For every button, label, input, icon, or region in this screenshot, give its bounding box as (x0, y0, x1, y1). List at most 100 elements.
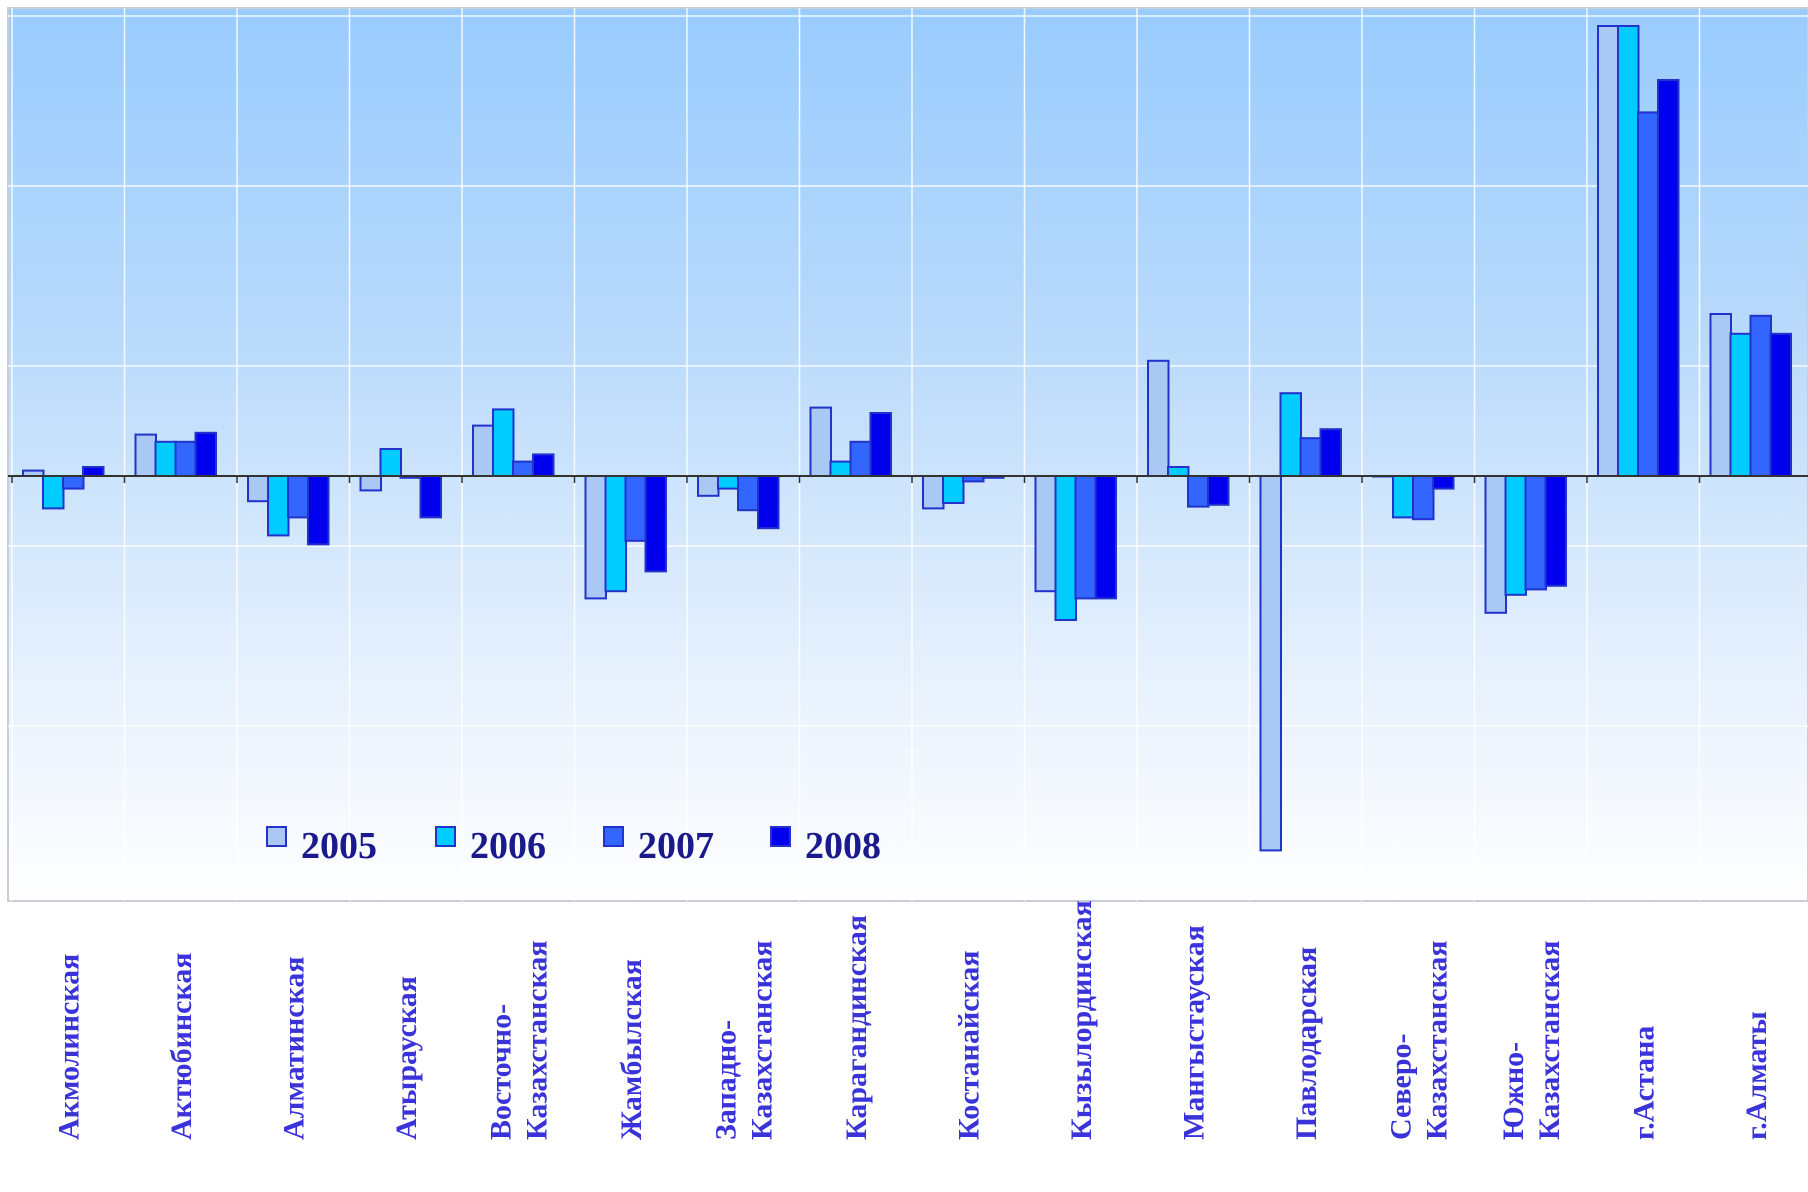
bar-2007 (174, 440, 197, 477)
bar-2005 (809, 406, 832, 478)
category-label-line: Казахстанская (745, 940, 778, 1140)
bar-2008 (82, 466, 105, 477)
bar-2005 (1034, 475, 1057, 593)
bar-group (1147, 359, 1230, 508)
bar-2006 (942, 475, 965, 504)
category-label: Карагандинская (840, 915, 873, 1140)
bar-2006 (1054, 475, 1077, 621)
bar-2006 (154, 440, 177, 477)
plot-background (7, 7, 1808, 902)
category-label: Акмолинская (52, 954, 85, 1140)
bar-2008 (419, 475, 442, 519)
category-label: Жамбылская (615, 959, 648, 1140)
bar-2007 (512, 460, 535, 478)
category-label-line: Казахстанская (520, 940, 553, 1140)
bar-group (809, 406, 892, 478)
bar-2007 (62, 475, 85, 490)
bar-2005 (584, 475, 607, 600)
bar-2005 (1147, 359, 1170, 477)
bar-2007 (1412, 475, 1435, 521)
bar-2008 (1319, 428, 1342, 478)
bar-2006 (492, 408, 515, 477)
category-label: Кызылординская (1065, 900, 1098, 1140)
bar-2008 (532, 453, 555, 477)
legend-label: 2007 (638, 825, 714, 867)
bar-2006 (1729, 332, 1752, 477)
bar-2007 (1524, 475, 1547, 591)
legend-swatch (266, 826, 287, 847)
bar-2008 (1207, 475, 1230, 506)
bar-2006 (1279, 392, 1302, 478)
category-label-line: Казахстанская (1533, 940, 1566, 1140)
category-label-line: г.Астана (1627, 1026, 1660, 1140)
category-label-line: г.Алматы (1740, 1011, 1773, 1140)
legend-label: 2008 (805, 825, 881, 867)
category-label: Актюбинская (165, 952, 198, 1140)
bar-group (1034, 475, 1117, 621)
bar-2008 (307, 475, 330, 546)
bar-2006 (604, 475, 627, 593)
bar-2005 (1597, 25, 1620, 477)
bar-2007 (849, 440, 872, 477)
bar-2005 (247, 475, 270, 503)
category-label-line: Алматинская (277, 956, 310, 1140)
bar-2007 (624, 475, 647, 542)
bar-2007 (737, 475, 760, 512)
bar-2006 (1504, 475, 1527, 596)
category-label-line: Северо- (1384, 1033, 1417, 1140)
category-label: Атырауская (390, 976, 423, 1140)
category-label-line: Карагандинская (840, 915, 873, 1140)
bar-2007 (1299, 437, 1322, 478)
bar-2005 (1709, 313, 1732, 477)
bar-2008 (1544, 475, 1567, 587)
category-label: Мангыстауская (1177, 925, 1210, 1140)
bar-2006 (42, 475, 65, 510)
category-label: Костанайская (952, 950, 985, 1140)
bar-2008 (869, 412, 892, 477)
category-labels: Акмолинская Актюбинская Алматинская Атыраус… (52, 900, 1773, 1140)
category-label-line: Восточно- (484, 1004, 517, 1140)
category-label-line: Казахстанская (1420, 940, 1453, 1140)
bar-2007 (1187, 475, 1210, 508)
bar-group (922, 475, 1005, 510)
bar-2008 (1769, 332, 1792, 477)
bar-2005 (922, 475, 945, 510)
category-label-line: Южно- (1497, 1042, 1530, 1140)
legend-item: 2005 (266, 825, 377, 867)
bar-2007 (287, 475, 310, 519)
bar-2005 (1259, 475, 1282, 852)
category-label: г.Алматы (1740, 1011, 1773, 1140)
category-label-line: Кызылординская (1065, 900, 1098, 1140)
bar-2006 (379, 448, 402, 477)
bar-2005 (472, 424, 495, 478)
bar-2006 (267, 475, 290, 537)
bar-2005 (134, 433, 157, 478)
bar-2006 (829, 460, 852, 478)
bar-2005 (359, 475, 382, 492)
legend-swatch (603, 826, 624, 847)
category-label: Восточно- Казахстанская (484, 940, 553, 1140)
category-label: Алматинская (277, 956, 310, 1140)
category-label-line: Павлодарская (1290, 947, 1323, 1140)
category-label-line: Жамбылская (615, 959, 648, 1140)
bar-2008 (1657, 79, 1680, 477)
category-label: Северо- Казахстанская (1384, 940, 1453, 1140)
legend-label: 2005 (301, 825, 377, 867)
bar-2008 (1432, 475, 1455, 490)
bar-2008 (1094, 475, 1117, 600)
category-label-line: Мангыстауская (1177, 925, 1210, 1140)
legend-swatch (435, 826, 456, 847)
bar-2005 (1484, 475, 1507, 614)
category-label-line: Актюбинская (165, 952, 198, 1140)
legend-item: 2007 (603, 825, 714, 867)
axis-ticks (11, 476, 1701, 483)
bar-2008 (644, 475, 667, 573)
category-label-line: Акмолинская (52, 954, 85, 1140)
bar-2007 (1637, 111, 1660, 478)
bar-2008 (757, 475, 780, 530)
bar-2006 (1392, 475, 1415, 519)
bar-2008 (194, 431, 217, 477)
category-label-line: Атырауская (390, 976, 423, 1140)
